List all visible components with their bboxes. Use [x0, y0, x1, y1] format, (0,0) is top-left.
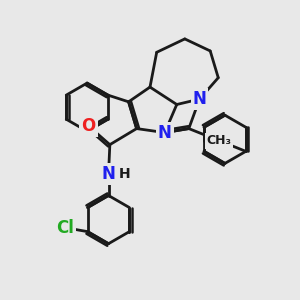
Text: N: N [193, 90, 206, 108]
Text: Cl: Cl [56, 219, 74, 237]
Text: N: N [158, 124, 172, 142]
Text: O: O [81, 117, 96, 135]
Text: CH₃: CH₃ [207, 134, 232, 147]
Text: N: N [102, 165, 116, 183]
Text: H: H [119, 167, 130, 181]
